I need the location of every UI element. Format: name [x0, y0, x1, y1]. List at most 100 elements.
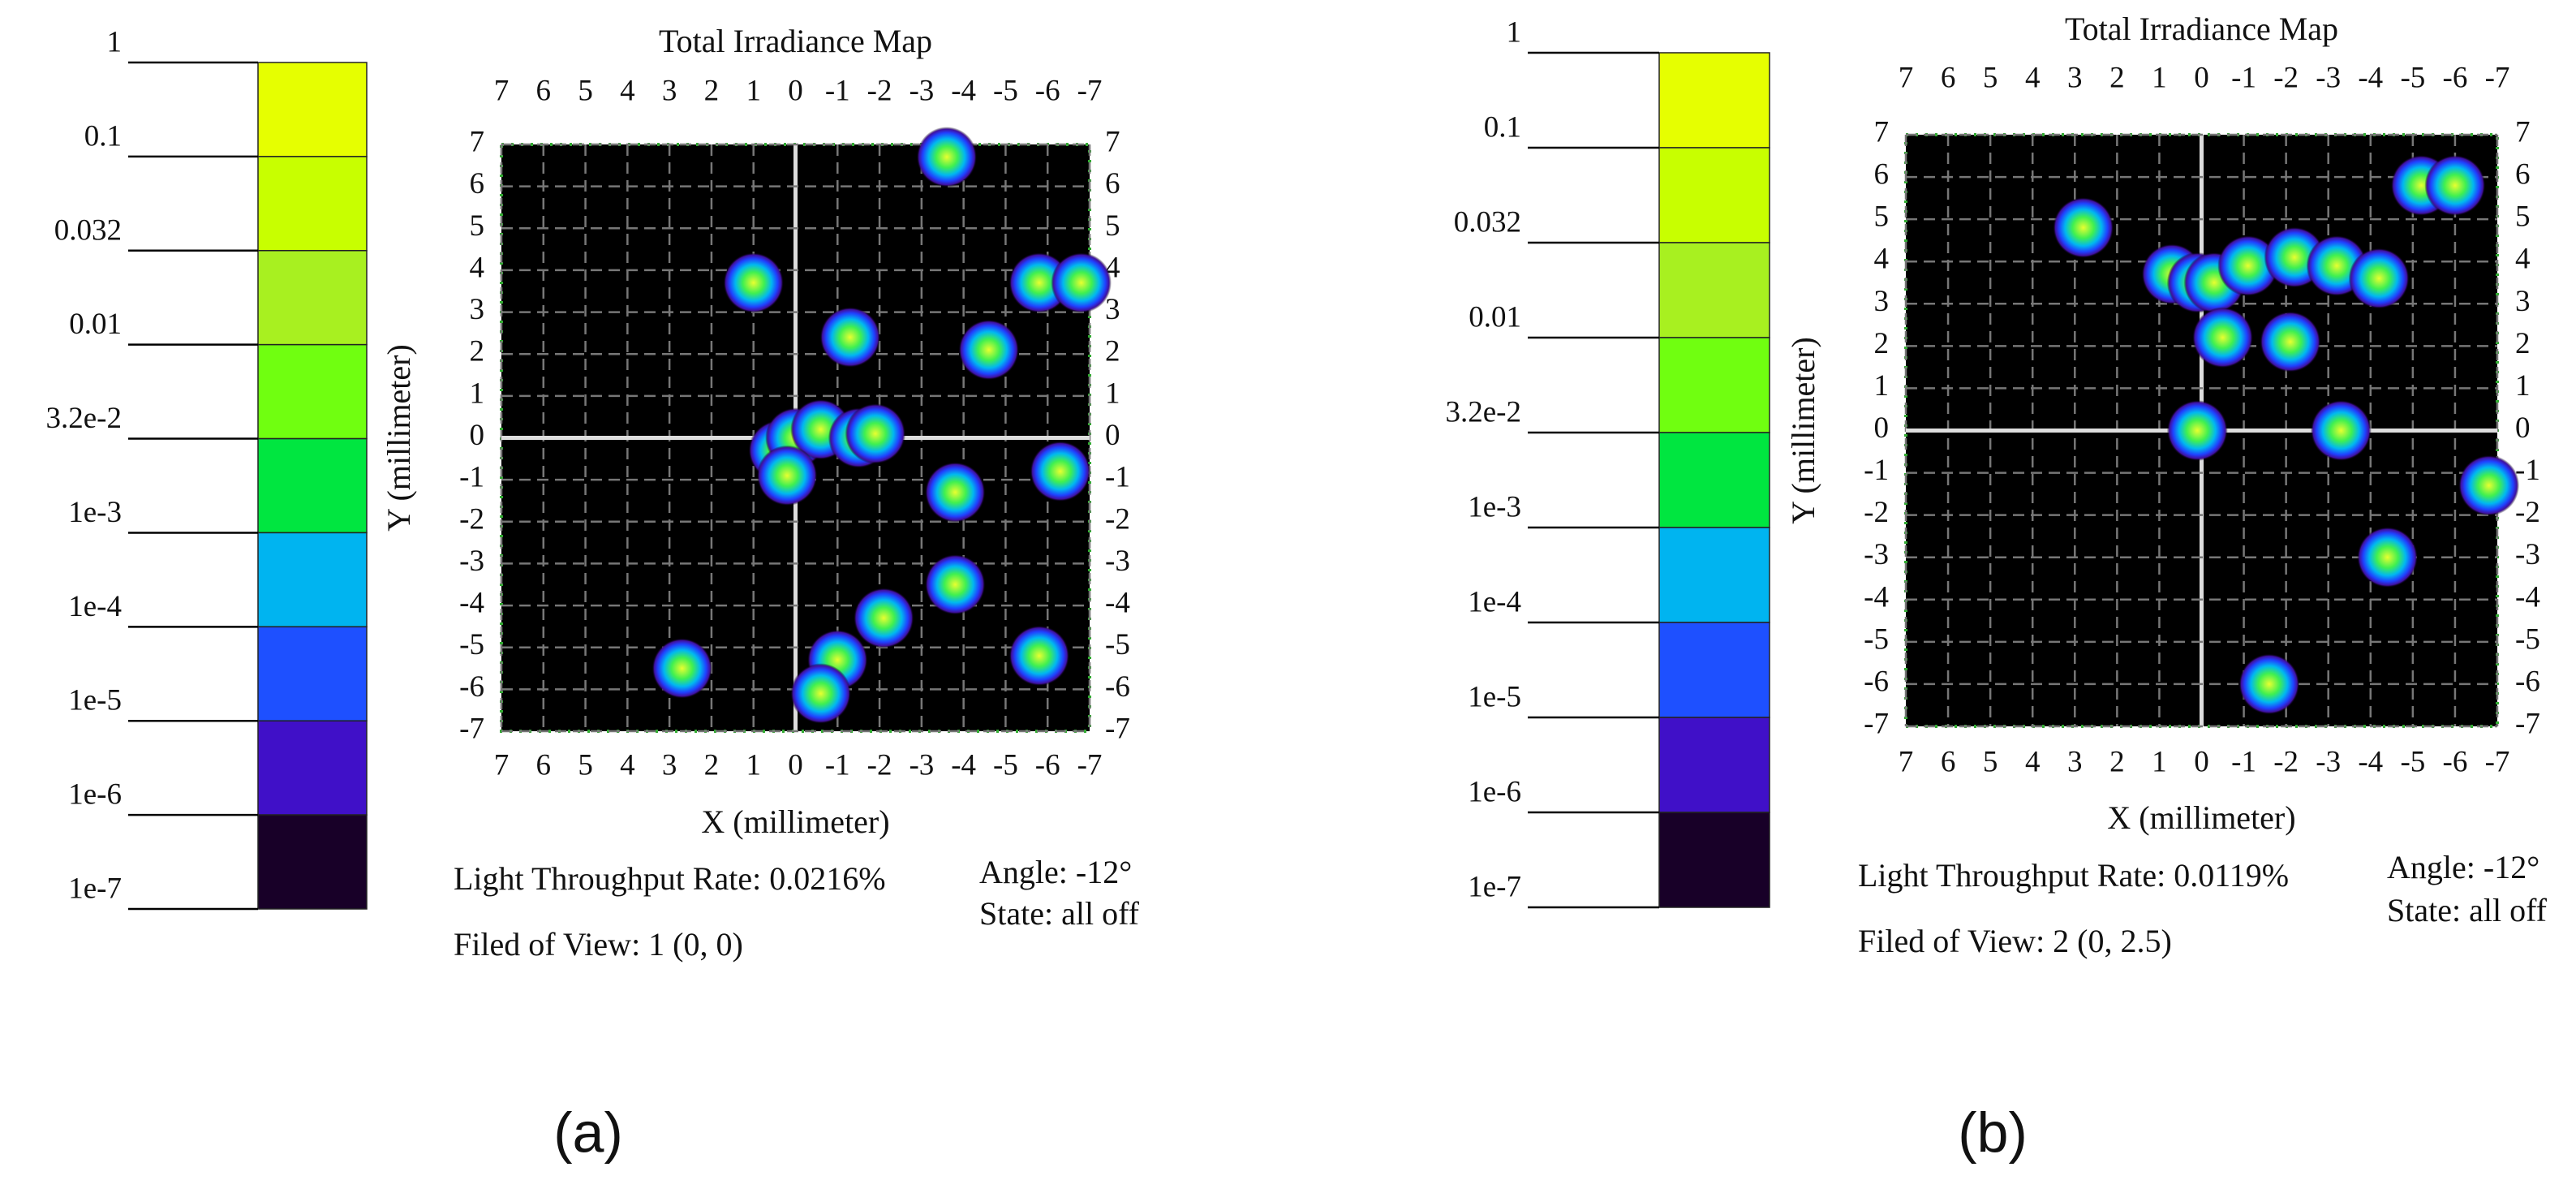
irradiance-spot: [1008, 252, 1070, 313]
irradiance-spot: [2310, 400, 2372, 461]
irradiance-spot: [2357, 527, 2419, 588]
x-tick-label: -6: [1035, 74, 1060, 107]
y-tick-label: 7: [470, 125, 485, 158]
irradiance-spot: [925, 462, 986, 523]
y-tick-label: -3: [2515, 538, 2540, 571]
colorbar-label: 1: [107, 25, 123, 58]
x-tick-label: -4: [2358, 745, 2383, 778]
x-tick-label: -5: [2400, 61, 2425, 94]
color-block: [257, 62, 368, 157]
x-tick-label: -4: [951, 748, 976, 782]
irradiance-spot: [1051, 252, 1112, 313]
panel-label: (b): [1958, 1100, 2028, 1164]
irradiance-spot: [925, 553, 986, 615]
x-tick-label: 4: [2025, 745, 2041, 778]
x-tick-label: -6: [1035, 748, 1060, 782]
colorbar-label: 1e-7: [68, 872, 122, 905]
y-tick-label: 2: [1105, 335, 1120, 368]
y-tick-label: -7: [1864, 707, 1889, 740]
y-tick-label: -7: [1105, 712, 1130, 745]
irradiance-spot: [790, 663, 851, 724]
x-tick-label: -1: [825, 74, 850, 107]
annotation: State: all off: [2387, 892, 2548, 928]
x-tick-label: 6: [536, 748, 552, 782]
x-tick-label: -2: [867, 74, 892, 107]
colorbar-label: 1e-4: [68, 590, 122, 623]
y-tick-label: 5: [470, 209, 485, 243]
x-tick-label: 6: [1941, 745, 1956, 778]
x-tick-label: 6: [536, 74, 552, 107]
x-tick-label: -6: [2443, 745, 2468, 778]
irradiance-spot: [2260, 311, 2321, 373]
y-tick-label: -2: [2515, 496, 2540, 529]
color-block: [1658, 242, 1770, 338]
y-tick-label: -5: [2515, 622, 2540, 656]
x-tick-label: 1: [746, 748, 761, 782]
y-tick-label: 3: [470, 293, 485, 326]
color-block: [1658, 812, 1770, 908]
y-tick-label: -5: [459, 628, 484, 661]
x-tick-label: 2: [2109, 61, 2125, 94]
y-tick-label: 2: [470, 335, 485, 368]
y-tick-label: 4: [1874, 243, 1890, 276]
color-block: [257, 250, 368, 346]
x-tick-label: 7: [494, 748, 510, 782]
y-tick-label: 7: [1874, 115, 1890, 149]
irradiance-spot: [2053, 197, 2114, 259]
x-tick-label: 1: [2152, 61, 2167, 94]
x-tick-label: 2: [2109, 745, 2125, 778]
irradiance-spot: [723, 252, 784, 313]
annotation: Filed of View: 2 (0, 2.5): [1858, 923, 2172, 959]
y-tick-label: -5: [1864, 622, 1889, 656]
irradiance-spot: [958, 319, 1019, 381]
y-tick-label: 7: [2515, 115, 2531, 149]
y-tick-label: -4: [2515, 580, 2540, 614]
colorbar-label: 1e-5: [68, 684, 122, 717]
colorbar-label: 0.1: [1484, 110, 1521, 144]
color-block: [257, 720, 368, 816]
y-tick-label: -6: [2515, 665, 2540, 698]
y-tick-label: 5: [1874, 200, 1890, 234]
axis-label: X (millimeter): [2107, 799, 2295, 836]
y-tick-label: -1: [2515, 454, 2540, 487]
x-tick-label: 1: [2152, 745, 2167, 778]
x-tick-label: 3: [662, 74, 677, 107]
y-tick-label: 2: [2515, 327, 2531, 360]
y-tick-label: -1: [1105, 461, 1130, 494]
y-tick-label: -4: [1864, 580, 1889, 614]
y-tick-label: -3: [1105, 545, 1130, 578]
y-tick-label: -1: [459, 461, 484, 494]
y-tick-label: 6: [2515, 158, 2531, 192]
x-tick-label: -6: [2443, 61, 2468, 94]
color-block: [257, 156, 368, 252]
x-tick-label: -1: [825, 748, 850, 782]
irradiance-spot: [2348, 248, 2410, 309]
y-tick-label: -5: [1105, 628, 1130, 661]
color-block: [1658, 622, 1770, 718]
y-tick-label: 3: [2515, 285, 2531, 318]
irradiance-spot: [916, 127, 978, 187]
y-tick-label: -3: [459, 545, 484, 578]
y-tick-label: -1: [1864, 454, 1889, 487]
colorbar-label: 3.2e-2: [1446, 395, 1522, 429]
y-tick-label: 7: [1105, 125, 1120, 158]
y-tick-label: -7: [459, 712, 484, 745]
y-tick-label: -3: [1864, 538, 1889, 571]
y-tick-label: 1: [1874, 369, 1890, 403]
x-tick-label: 6: [1941, 61, 1956, 94]
x-tick-label: 7: [1899, 745, 1914, 778]
axis-label: Y (millimeter): [381, 344, 417, 532]
irradiance-spot: [2192, 307, 2254, 368]
colorbar-label: 1e-6: [1468, 775, 1521, 808]
colorbar-label: 0.01: [1469, 300, 1521, 334]
irradiance-spot: [2166, 400, 2228, 461]
colorbar-label: 0.01: [69, 308, 122, 341]
x-tick-label: 2: [704, 74, 720, 107]
colorbar-label: 1e-6: [68, 778, 122, 812]
x-tick-label: 5: [1983, 745, 1998, 778]
y-tick-label: -2: [1105, 502, 1130, 536]
color-block: [1658, 147, 1770, 243]
colorbar-label: 1e-3: [1468, 490, 1521, 523]
annotation: Light Throughput Rate: 0.0216%: [454, 860, 886, 897]
x-tick-label: 0: [2194, 745, 2209, 778]
